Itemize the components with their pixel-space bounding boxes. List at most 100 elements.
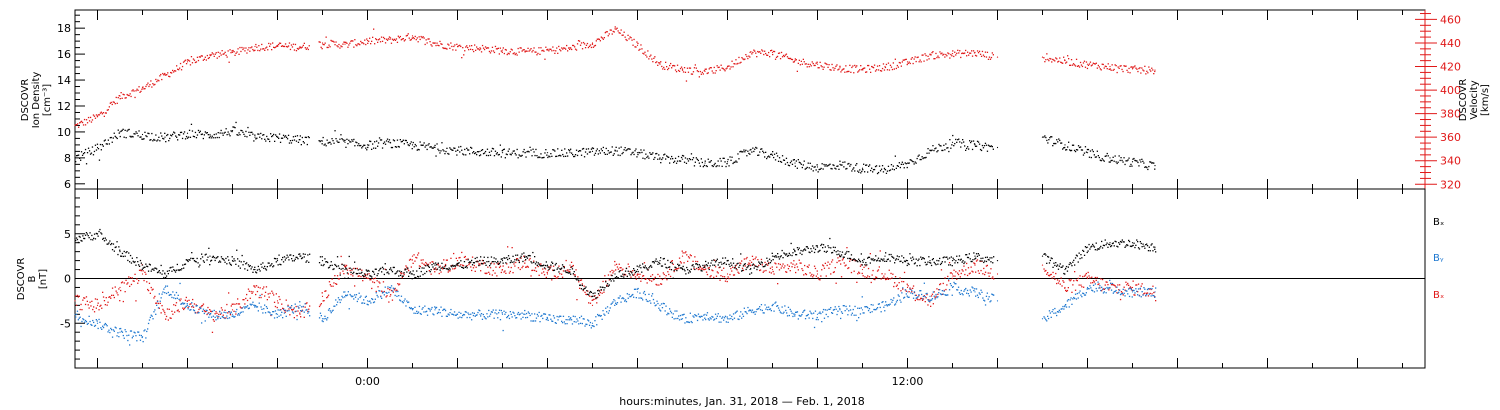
density-sample <box>292 136 295 138</box>
density-sample <box>415 145 417 147</box>
by-sample <box>831 312 833 314</box>
density-sample <box>748 152 750 155</box>
density-sample <box>1057 141 1059 143</box>
by-sample <box>266 307 268 309</box>
bz-sample <box>642 275 644 277</box>
bz-sample <box>1112 284 1114 286</box>
density-sample <box>925 156 927 159</box>
bz-sample <box>720 275 722 277</box>
by-sample <box>162 291 164 293</box>
by-sample <box>1071 303 1073 305</box>
by-sample <box>838 305 840 308</box>
by-sample <box>872 304 874 306</box>
by-sample <box>124 329 126 331</box>
velocity-sample <box>776 55 779 58</box>
field-axis-label-line: [nT] <box>38 269 49 289</box>
by-sample <box>498 309 501 311</box>
bz-sample <box>1058 280 1060 282</box>
bz-sample <box>1074 271 1076 273</box>
velocity-sample <box>693 67 696 69</box>
velocity-sample <box>425 39 427 41</box>
by-sample <box>729 314 731 316</box>
bx-point <box>681 268 684 271</box>
bz-sample <box>678 267 680 269</box>
by-sample <box>846 308 848 310</box>
velocity-sample <box>971 55 974 57</box>
by-sample <box>429 310 431 312</box>
density-sample <box>571 152 573 154</box>
velocity-sample <box>833 69 835 71</box>
velocity-sample <box>1084 66 1087 68</box>
bz-sample <box>462 264 464 266</box>
bz-sample <box>1100 278 1102 280</box>
by-sample <box>903 296 906 298</box>
bz-sample <box>910 288 912 290</box>
bz-sample <box>842 258 844 260</box>
by-sample <box>953 281 955 284</box>
density-sample <box>1107 155 1109 157</box>
bz-sample <box>908 291 910 293</box>
density-sample <box>1127 159 1129 161</box>
velocity-sample <box>703 70 705 72</box>
density-sample <box>285 136 288 138</box>
by-sample <box>252 301 254 303</box>
bz-sample <box>1095 279 1097 281</box>
bx-sample <box>103 240 106 242</box>
by-sample <box>597 313 599 316</box>
by-sample <box>951 294 953 296</box>
density-sample <box>1079 146 1082 148</box>
by-sample <box>745 311 747 313</box>
density-sample <box>89 153 92 155</box>
velocity-sample <box>456 43 458 45</box>
bz-sample <box>1119 298 1122 301</box>
density-sample <box>939 145 941 147</box>
bz-sample <box>762 271 764 273</box>
velocity-sample <box>549 48 551 50</box>
density-sample <box>970 141 972 144</box>
field-axis-label: DSCOVRB[nT] <box>16 258 49 301</box>
density-sample <box>104 139 106 141</box>
density-sample <box>417 148 419 151</box>
bx-sample <box>120 255 122 257</box>
by-sample <box>563 321 565 323</box>
velocity-sample <box>437 44 439 46</box>
by-sample <box>177 294 179 296</box>
velocity-point <box>479 47 481 49</box>
bz-sample <box>624 274 627 276</box>
bz-sample <box>825 275 827 277</box>
velocity-sample <box>1101 63 1103 65</box>
velocity-sample <box>108 106 110 108</box>
by-sample <box>775 301 777 303</box>
velocity-sample <box>319 41 321 43</box>
by-sample <box>860 307 862 309</box>
density-sample <box>398 146 400 148</box>
by-sample <box>632 293 634 296</box>
by-sample <box>1059 311 1061 313</box>
bz-sample <box>614 260 616 263</box>
density-sample <box>527 150 529 152</box>
velocity-sample <box>609 29 611 31</box>
velocity-sample <box>263 48 265 50</box>
density-sample <box>736 161 738 163</box>
bx-sample <box>128 252 130 254</box>
by-sample <box>957 286 960 288</box>
by-sample <box>966 292 968 294</box>
velocity-sample <box>391 38 394 40</box>
velocity-sample <box>1129 72 1131 74</box>
bz-sample <box>255 293 257 296</box>
bz-sample <box>212 319 214 321</box>
velocity-sample <box>960 56 962 59</box>
by-sample <box>789 308 791 311</box>
density-sample <box>991 146 993 148</box>
density-sample <box>192 135 195 137</box>
density-sample <box>1066 149 1068 151</box>
bz-sample <box>822 264 824 266</box>
by-sample <box>381 292 384 294</box>
bz-sample <box>893 285 895 288</box>
velocity-sample <box>344 41 346 43</box>
density-sample <box>451 149 453 151</box>
velocity-sample <box>1085 61 1088 63</box>
bx-sample <box>178 269 180 272</box>
density-sample <box>567 155 569 157</box>
density-sample <box>655 153 657 155</box>
